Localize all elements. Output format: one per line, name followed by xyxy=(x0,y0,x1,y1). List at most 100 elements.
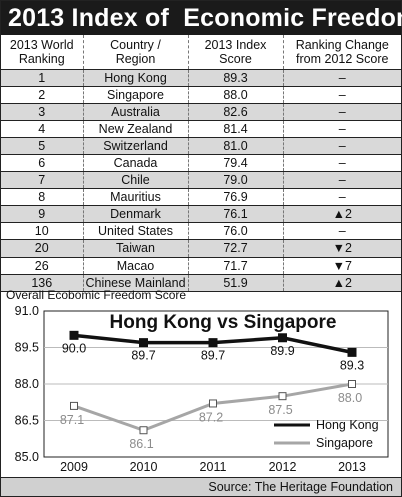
data-label: 88.0 xyxy=(338,391,362,405)
data-point xyxy=(208,338,218,348)
rank-cell: 8 xyxy=(1,188,83,207)
data-point xyxy=(139,426,148,435)
y-tick-label: 91.0 xyxy=(15,304,39,318)
score-cell: 89.3 xyxy=(187,69,283,87)
rank-cell: 5 xyxy=(1,137,83,155)
data-label: 87.2 xyxy=(199,410,223,424)
change-cell: – xyxy=(282,137,401,155)
score-cell: 82.6 xyxy=(187,103,283,121)
country-cell: Taiwan xyxy=(82,239,188,258)
change-cell: – xyxy=(282,154,401,173)
x-tick-label: 2013 xyxy=(338,460,366,474)
y-tick-label: 85.0 xyxy=(15,450,39,464)
country-cell: Singapore xyxy=(82,86,188,104)
rank-cell: 9 xyxy=(1,205,83,224)
data-point xyxy=(70,401,78,410)
column-header-country: Country / Region xyxy=(82,35,188,70)
column-header-ranking: 2013 World Ranking xyxy=(1,35,83,70)
country-cell: Chinese Mainland xyxy=(82,274,188,292)
change-cell: – xyxy=(282,86,401,104)
table-row: 5 Switzerland 81.0– xyxy=(1,137,401,155)
score-cell: 79.0 xyxy=(187,171,283,190)
country-cell: Switzerland xyxy=(82,137,188,155)
data-point xyxy=(69,330,79,340)
country-cell: Australia xyxy=(82,103,188,121)
table-row: 9 Denmark 76.1 ▲2 xyxy=(1,205,401,224)
change-cell: – xyxy=(282,120,401,138)
column-header-change: Ranking Change from 2012 Score xyxy=(282,35,401,70)
table-row: 7 Chile 79.0– xyxy=(1,171,401,190)
change-cell: – xyxy=(282,188,401,207)
chart-title: Hong Kong vs Singapore xyxy=(110,312,337,333)
table-row: 10 United States 76.0– xyxy=(1,222,401,241)
change-cell: – xyxy=(282,69,401,87)
data-point xyxy=(347,347,357,357)
change-cell: – xyxy=(282,222,401,241)
ranking-table: 2013 World Ranking Country / Region 2013… xyxy=(1,35,401,292)
table-row: 6 Canada 79.4– xyxy=(1,154,401,173)
table-row: 8 Mauritius 76.9– xyxy=(1,188,401,207)
score-cell: 81.0 xyxy=(187,137,283,155)
country-cell: Denmark xyxy=(82,205,188,224)
country-cell: Chile xyxy=(82,171,188,190)
change-cell: ▼2 xyxy=(282,239,401,258)
table-row: 136 Chinese Mainland 51.9 ▲2 xyxy=(1,274,401,292)
x-tick-label: 2009 xyxy=(60,460,88,474)
rank-cell: 20 xyxy=(1,239,83,258)
score-cell: 71.7 xyxy=(187,257,283,275)
country-cell: Macao xyxy=(82,257,188,275)
table-row: 20 Taiwan 72.7 ▼2 xyxy=(1,239,401,258)
rank-cell: 3 xyxy=(1,103,83,121)
data-point xyxy=(139,338,148,348)
data-label: 89.3 xyxy=(340,358,364,372)
data-point xyxy=(209,399,217,408)
score-cell: 51.9 xyxy=(187,274,283,292)
score-cell: 88.0 xyxy=(187,86,283,104)
country-cell: Hong Kong xyxy=(82,69,188,87)
country-cell: New Zealand xyxy=(82,120,188,138)
rank-cell: 6 xyxy=(1,154,83,173)
x-tick-label: 2012 xyxy=(269,460,297,474)
data-label: 87.1 xyxy=(60,413,84,427)
rank-cell: 136 xyxy=(1,274,83,292)
data-point xyxy=(348,380,356,388)
y-tick-label: 89.5 xyxy=(15,341,39,355)
country-cell: Mauritius xyxy=(82,188,188,207)
table-row: 1 Hong Kong 89.3– xyxy=(1,69,401,87)
rank-cell: 2 xyxy=(1,86,83,104)
chart-caption: Overall Ecobomic Freedom Score xyxy=(6,288,187,302)
data-point xyxy=(278,392,287,401)
table-row: 3 Australia 82.6– xyxy=(1,103,401,121)
score-cell: 79.4 xyxy=(187,154,283,173)
table-row: 26 Macao 71.7 ▼7 xyxy=(1,257,401,275)
country-cell: Canada xyxy=(82,154,188,173)
data-point xyxy=(278,333,287,343)
rank-cell: 7 xyxy=(1,171,83,190)
score-cell: 76.9 xyxy=(187,188,283,207)
table-header-row: 2013 World Ranking Country / Region 2013… xyxy=(1,35,401,70)
page-title: 2013 Index of Economic Freedom xyxy=(1,1,402,35)
source-note: Source: The Heritage Foundation xyxy=(1,477,401,496)
x-tick-label: 2011 xyxy=(200,460,227,474)
data-label: 89.9 xyxy=(270,344,294,358)
table-row: 4 New Zealand 81.4– xyxy=(1,120,401,138)
change-cell: ▼7 xyxy=(282,257,401,275)
data-label: 89.7 xyxy=(201,349,225,363)
x-tick-label: 2010 xyxy=(130,460,158,474)
change-cell: ▲2 xyxy=(282,205,401,224)
rank-cell: 26 xyxy=(1,257,83,275)
line-chart: 85.0 86.5 88.0 89.5 91.0 2009 2010 2011 2012 2013… xyxy=(15,304,389,474)
score-cell: 72.7 xyxy=(187,239,283,258)
table-row: 2 Singapore 88.0– xyxy=(1,86,401,104)
y-tick-label: 86.5 xyxy=(15,414,39,428)
legend-label: Singapore xyxy=(316,436,373,450)
data-label: 89.7 xyxy=(131,349,155,363)
column-header-score: 2013 Index Score xyxy=(187,35,283,70)
change-cell: – xyxy=(282,171,401,190)
change-cell: – xyxy=(282,103,401,121)
ranking-table-body: 1 Hong Kong 89.3–2 Singapore 88.0–3 Australia… xyxy=(1,69,401,292)
data-label: 87.5 xyxy=(268,403,292,417)
score-cell: 81.4 xyxy=(187,120,283,138)
score-cell: 76.1 xyxy=(187,205,283,224)
y-tick-label: 88.0 xyxy=(15,377,39,391)
